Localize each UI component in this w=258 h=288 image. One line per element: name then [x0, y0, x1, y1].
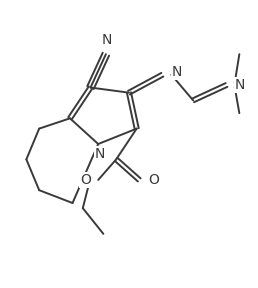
Text: N: N	[101, 33, 112, 47]
Text: N: N	[171, 65, 182, 79]
Text: O: O	[148, 173, 159, 187]
Text: N: N	[94, 147, 105, 161]
Text: O: O	[80, 173, 91, 187]
Text: N: N	[234, 78, 245, 92]
